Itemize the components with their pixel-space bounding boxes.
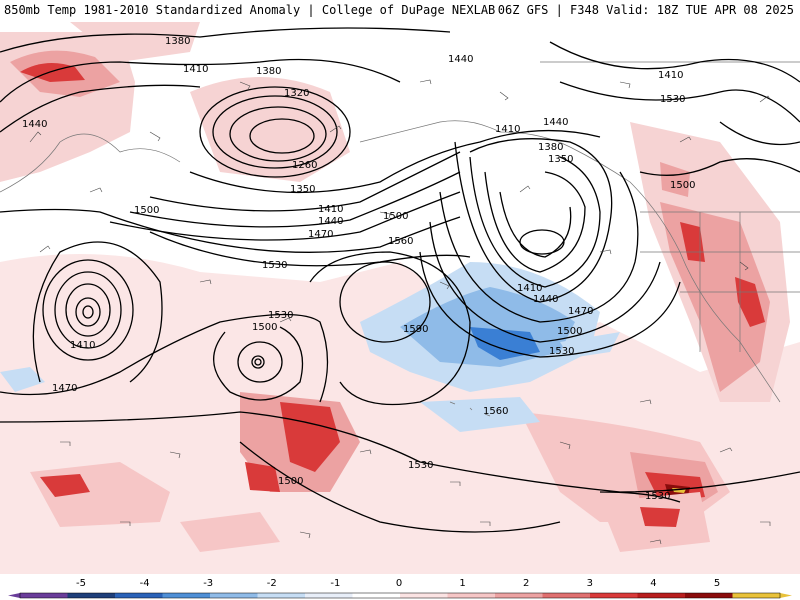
contour-label: 1500 — [252, 322, 277, 333]
contour-label: 1440 — [448, 54, 473, 65]
header-bar: 850mb Temp 1981-2010 Standardized Anomal… — [0, 0, 800, 22]
colorbar-tick-label: -1 — [330, 578, 340, 589]
contour-label: 1560 — [388, 236, 413, 247]
contour-label: 1410 — [70, 340, 95, 351]
colorbar-segment — [20, 593, 68, 598]
colorbar-segment — [685, 593, 733, 598]
contour-label: 1590 — [403, 324, 428, 335]
contour-label: 1500 — [670, 180, 695, 191]
colorbar-outline — [19, 592, 781, 599]
map-title: 850mb Temp 1981-2010 Standardized Anomal… — [4, 3, 496, 17]
colorbar-tick-label: 5 — [714, 578, 720, 589]
contour-label: 1440 — [22, 119, 47, 130]
colorbar-arrow-left — [8, 593, 20, 598]
colorbar-tick-label: -4 — [140, 578, 150, 589]
colorbar-tick-label: -3 — [203, 578, 213, 589]
contour-label: 1470 — [568, 306, 593, 317]
contour-label-group: 1380 1410 1380 1320 1260 1350 1440 1410 … — [22, 36, 695, 502]
colorbar-segment — [257, 593, 306, 598]
colorbar-segment — [162, 593, 211, 598]
contour-label: 1470 — [308, 229, 333, 240]
contour-label: 1530 — [408, 460, 433, 471]
colorbar-arrow-right — [780, 593, 792, 598]
colorbar-segment — [495, 593, 543, 598]
contour-label: 1500 — [557, 326, 582, 337]
colorbar-segment — [590, 593, 638, 598]
contour-label: 1500 — [383, 211, 408, 222]
contour-label: 1410 — [318, 204, 343, 215]
model-run-info: 06Z GFS | F348 Valid: 18Z TUE APR 08 202… — [497, 3, 794, 17]
contour-label: 1410 — [183, 64, 208, 75]
colorbar-segment — [115, 593, 163, 598]
colorbar-tick-label: 0 — [396, 578, 402, 589]
contour-label: 1470 — [52, 383, 77, 394]
contour-label: 1410 — [658, 70, 683, 81]
contour-label: 1410 — [517, 283, 542, 294]
contour-label: 1410 — [495, 124, 520, 135]
colorbar-segment — [305, 593, 353, 598]
colorbar-segment — [447, 593, 496, 598]
contour-label: 1530 — [549, 346, 574, 357]
contour-label: 1530 — [645, 491, 670, 502]
colorbar-segment — [732, 593, 781, 598]
colorbar-segment — [400, 593, 448, 598]
colorbar-segment — [542, 593, 591, 598]
contour-label: 1320 — [284, 88, 309, 99]
wind-barbs — [29, 79, 771, 545]
contour-label: 1380 — [165, 36, 190, 47]
contour-label: 1380 — [256, 66, 281, 77]
colorbar-tick-label: -5 — [76, 578, 86, 589]
height-contours — [0, 27, 800, 533]
colorbar-segments — [8, 592, 792, 599]
colorbar-ticks: -5 -4 -3 -2 -1 0 1 2 3 4 5 — [76, 578, 720, 589]
colorbar-tick-label: 1 — [459, 578, 465, 589]
contour-label: 1500 — [134, 205, 159, 216]
contour-label: 1440 — [533, 294, 558, 305]
contour-label: 1530 — [262, 260, 287, 271]
contour-label: 1530 — [268, 310, 293, 321]
contour-label: 1530 — [660, 94, 685, 105]
contour-label: 1560 — [483, 406, 508, 417]
colorbar: -5 -4 -3 -2 -1 0 1 2 3 4 5 — [0, 574, 800, 600]
colorbar-segment — [352, 593, 401, 598]
contour-label: 1380 — [538, 142, 563, 153]
contour-label: 1440 — [543, 117, 568, 128]
anomaly-map: 1380 1410 1380 1320 1260 1350 1440 1410 … — [0, 22, 800, 574]
colorbar-segment — [210, 593, 258, 598]
anomaly-shading — [0, 22, 800, 574]
contour-label: 1350 — [290, 184, 315, 195]
colorbar-segment — [637, 593, 686, 598]
contour-label: 1260 — [292, 160, 317, 171]
colorbar-tick-label: 2 — [523, 578, 529, 589]
contour-label: 1500 — [278, 476, 303, 487]
colorbar-tick-label: -2 — [267, 578, 277, 589]
contour-label: 1440 — [318, 216, 343, 227]
colorbar-tick-label: 3 — [587, 578, 593, 589]
contour-label: 1350 — [548, 154, 573, 165]
colorbar-segment — [67, 593, 116, 598]
colorbar-tick-label: 4 — [650, 578, 656, 589]
